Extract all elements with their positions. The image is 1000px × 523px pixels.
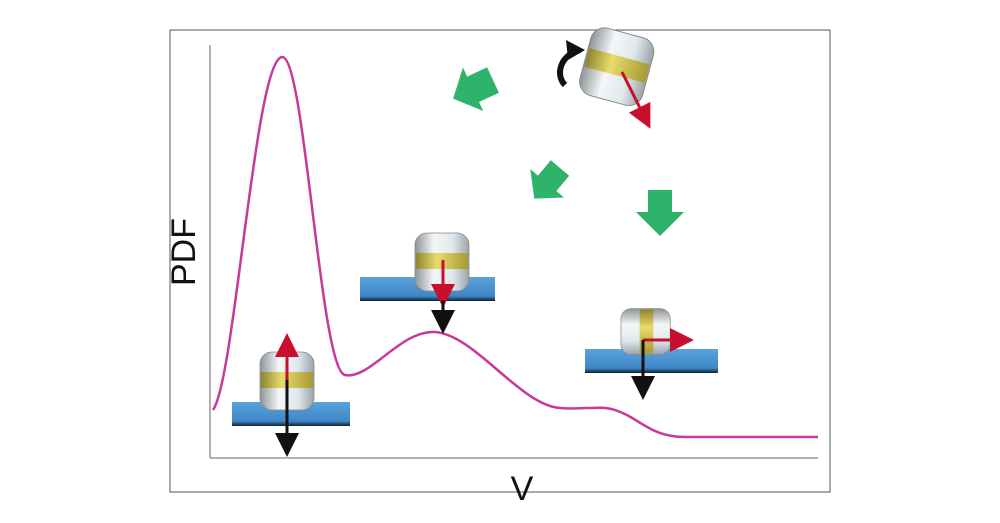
cube-state-inverted [360,232,495,334]
cube-state-sideways [585,308,718,400]
y-axis-label: PDF [165,218,203,286]
frame [169,29,831,493]
pdf-curve [211,55,818,439]
cube-state-upright [232,333,350,457]
x-axis-label: V [511,470,534,508]
transition-arrows [453,67,684,236]
cube-state-rotating [557,24,658,129]
